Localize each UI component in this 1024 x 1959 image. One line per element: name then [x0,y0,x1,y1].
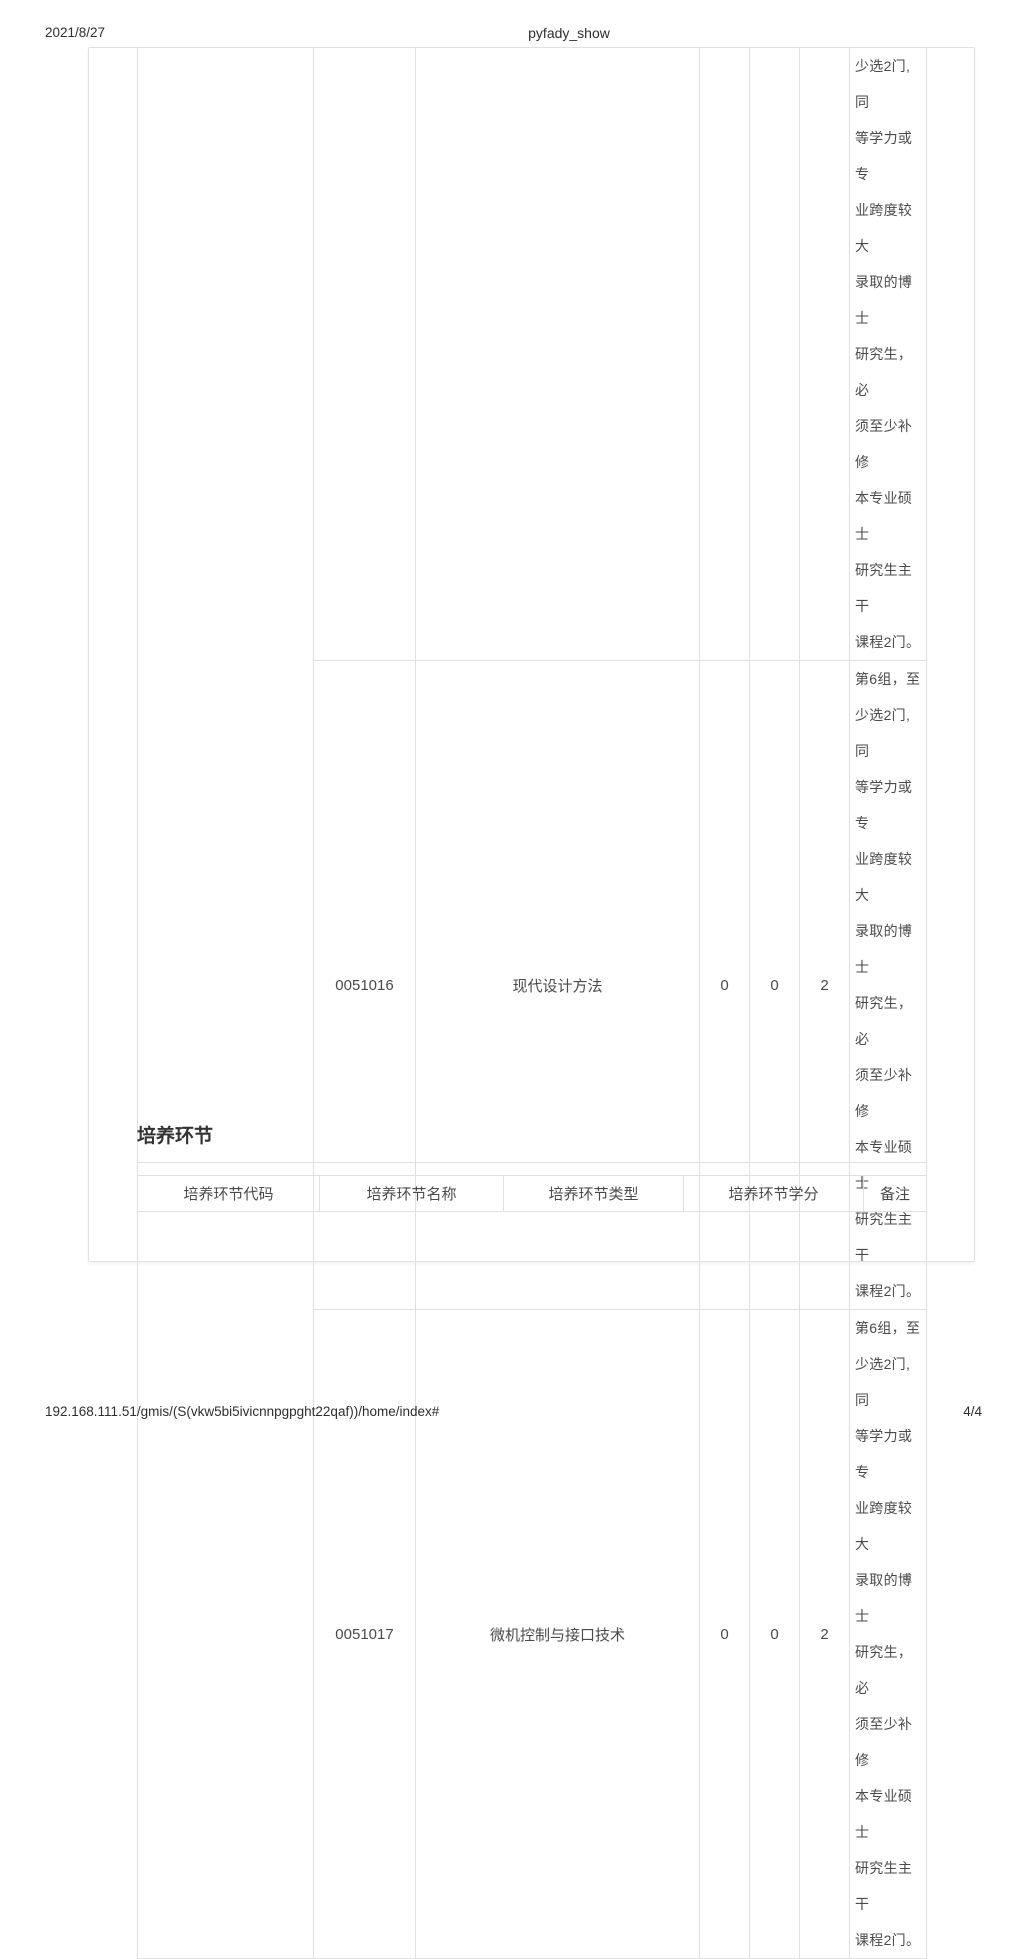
print-date: 2021/8/27 [45,25,106,40]
course-value-cell: 0 [699,660,750,1310]
course-category-cell [137,48,314,1959]
stage-header-remark: 备注 [863,1175,927,1212]
course-remark-cell: 第6组，至 少选2门,同 等学力或专 业跨度较大 录取的博士 研究生，必 须至少… [849,1309,927,1959]
course-value-cell [749,48,800,661]
course-name-cell: 微机控制与接口技术 [415,1309,700,1959]
course-value-cell: 2 [799,1309,850,1959]
stage-table: 培养环节代码 培养环节名称 培养环节类型 培养环节学分 备注 [137,1175,927,1212]
course-value-cell: 0 [749,660,800,1310]
stage-header-type: 培养环节类型 [503,1175,684,1212]
course-remark-cell: 第6组，至 少选2门,同 等学力或专 业跨度较大 录取的博士 研究生，必 须至少… [849,660,927,1310]
print-footer-url: 192.168.111.51/gmis/(S(vkw5bi5ivicnnpgpg… [45,1404,440,1419]
stage-header-code: 培养环节代码 [137,1175,320,1212]
stage-header-name: 培养环节名称 [319,1175,504,1212]
section-heading: 培养环节 [137,1126,926,1163]
document-title: pyfady_show [528,25,610,41]
stage-header-row: 培养环节代码 培养环节名称 培养环节类型 培养环节学分 备注 [137,1175,927,1212]
course-name-cell [415,48,700,661]
course-code-cell: 0051016 [313,660,416,1310]
stage-header-credit: 培养环节学分 [683,1175,864,1212]
page-container: 少选2门,同 等学力或专 业跨度较大 录取的博士 研究生，必 须至少补修 本专业… [88,47,975,1959]
course-value-cell [799,48,850,661]
course-remark-cell: 少选2门,同 等学力或专 业跨度较大 录取的博士 研究生，必 须至少补修 本专业… [849,48,927,661]
course-value-cell: 0 [749,1309,800,1959]
course-name-cell: 现代设计方法 [415,660,700,1310]
course-table: 少选2门,同 等学力或专 业跨度较大 录取的博士 研究生，必 须至少补修 本专业… [137,48,927,1959]
course-value-cell: 2 [799,660,850,1310]
print-footer-page-number: 4/4 [963,1404,982,1419]
course-code-cell [313,48,416,661]
course-value-cell [699,48,750,661]
course-row-partial: 少选2门,同 等学力或专 业跨度较大 录取的博士 研究生，必 须至少补修 本专业… [137,48,927,1959]
course-value-cell: 0 [699,1309,750,1959]
